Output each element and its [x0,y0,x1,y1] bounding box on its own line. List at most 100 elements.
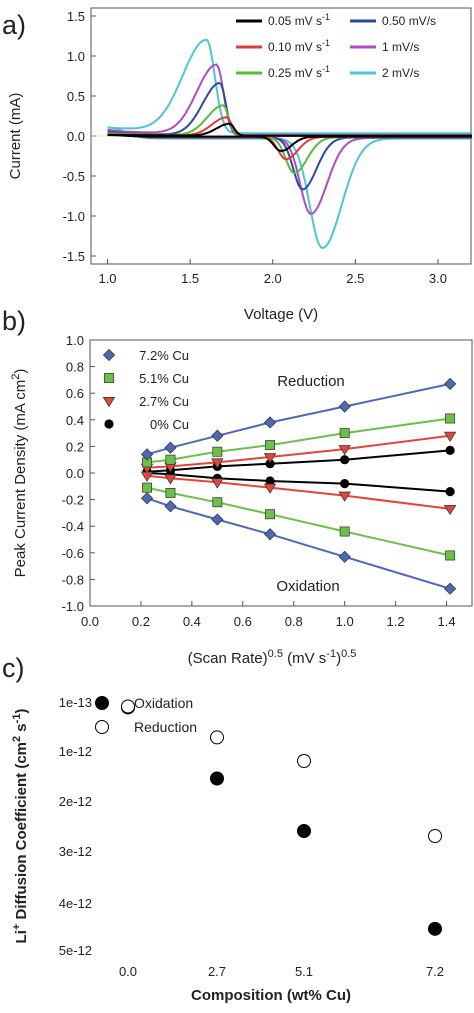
peak-data-point [212,497,223,508]
panel-label-c: c) [2,653,25,683]
diffusion-y-axis-label: Li+ Diffusion Coefficient (cm2 s-1) [11,709,30,944]
oxidation-point [210,771,224,786]
peak-y-tick-label: -0.4 [62,519,84,534]
peak-axes: 0.0 0.2 0.4 0.6 0.8 1.0 1.2 1.4 1.0 0.8 0.6 0.4 0.2 0… [62,333,456,629]
peak-x-label-sup2: -1 [326,648,336,660]
peak-x-tick-label: 0.4 [183,614,201,629]
peak-data-point [265,440,275,451]
peak-data-point [140,448,154,461]
cv-y-tick-label: 0.5 [67,89,85,104]
peak-data-point [443,504,457,516]
cv-y-tick-label: 1.5 [67,9,85,24]
peak-data-point [211,429,224,442]
peak-y-axis-label: Peak Current Density (mA cm2) [10,369,29,578]
cv-y-tick-label: -1.0 [63,209,85,224]
peak-y-tick-label: 0.0 [66,466,84,481]
diffusion-x-tick-label: 2.7 [208,964,226,979]
peak-data-point [265,476,275,486]
peak-data-point [164,441,177,454]
peak-data-point [140,492,154,505]
cv-legend-label-base: 0.25 mV s [268,66,322,80]
cv-legend-label: 0.25 mV s-1 [268,64,330,80]
peak-x-label-sup: 0.5 [268,648,283,660]
peak-x-axis-label: (Scan Rate)0.5 (mV s-1)0.5 [188,648,357,667]
reduction-point [121,699,135,714]
peak-x-label-base: (Scan Rate) [188,650,268,667]
cv-curves [107,38,472,250]
cv-x-tick-label: 3.0 [429,271,447,286]
cv-y-tick-label: -1.5 [63,249,85,264]
panel-label-a: a) [2,10,26,40]
peak-data-point [211,458,224,469]
reduction-point [297,754,311,768]
peak-x-tick-label: 0.8 [285,614,303,629]
peak-data-point [140,471,154,482]
peak-legend: 7.2% Cu 5.1% Cu 2.7% Cu 0% Cu [102,348,189,432]
peak-x-label-sup3: 0.5 [341,648,356,660]
reduction-point [210,730,224,745]
diffusion-y-label-sup2: 2 [11,736,23,742]
peak-data-point [165,454,176,465]
oxidation-point [297,824,311,838]
peak-y-tick-label: 1.0 [66,333,84,348]
peak-fit-line [146,474,451,510]
diffusion-axes: 5e-12 4e-12 3e-12 2e-12 1e-12 1e-13 0.0 2.7 5.1 7… [59,695,444,979]
peak-data-point [265,509,275,520]
peak-legend-label: 5.1% Cu [139,371,189,386]
peak-x-tick-label: 1.2 [387,614,405,629]
peak-x-tick-label: 1.4 [437,614,455,629]
panel-label-b: b) [2,306,26,336]
diffusion-y-label-mid: Diffusion Coefficient (cm [13,742,30,924]
cv-x-tick-label: 2.0 [264,271,282,286]
cv-x-axis-label: Voltage (V) [244,306,318,323]
peak-y-tick-label: 0.4 [66,413,84,428]
peak-legend-label: 7.2% Cu [139,348,189,363]
peak-legend-marker [104,419,114,429]
peak-legend-label: 0% Cu [150,417,189,432]
diffusion-x-axis-label: Composition (wt% Cu) [191,987,351,1004]
peak-data-point [445,413,456,424]
peak-legend-label: 2.7% Cu [139,394,189,409]
peak-data-point [339,526,350,537]
peak-fit-line [146,497,451,590]
peak-y-tick-label: 0.8 [66,360,84,375]
diffusion-y-label-sup: + [11,924,23,930]
diffusion-legend-marker [95,720,109,734]
diffusion-y-tick-label: 3e-12 [59,844,92,859]
peak-data-point [445,445,455,455]
peak-data-point [164,500,177,513]
peak-fit-line [146,417,451,464]
cv-axes: 1.0 1.5 2.0 2.5 3.0 1.5 1.0 0.5 0.0 -0.5 -1.0 -1.5 [63,9,471,286]
cv-x-tick-label: 2.5 [346,271,364,286]
peak-data-point [338,550,351,563]
diffusion-y-label-end: ) [13,709,30,714]
diffusion-y-tick-label: 1e-12 [59,744,92,759]
peak-data-point [339,428,350,439]
peak-y-tick-label: -0.2 [62,493,84,508]
peak-data-point [164,474,177,485]
diffusion-y-label-base: Li [13,930,30,943]
peak-data-point [338,491,351,502]
peak-x-tick-label: 0.2 [132,614,150,629]
peak-data-point [445,487,455,497]
diffusion-points [121,699,442,936]
reduction-point [428,829,442,843]
diffusion-x-tick-label: 7.2 [426,964,444,979]
annotation-oxidation: Oxidation [276,578,339,595]
peak-fit-line [146,382,451,456]
peak-x-tick-label: 0.0 [81,614,99,629]
peak-data-point [165,488,176,498]
peak-fit-line [146,486,451,557]
cv-panel: a) 1.0 1.5 2.0 2.5 3.0 1.5 1.0 0.5 0.0 -0.5 -1.0 -1… [2,7,472,323]
peak-data-point [340,479,350,489]
cv-curve [107,122,472,152]
peak-data-point [263,483,277,494]
oxidation-point [428,921,442,936]
peak-legend-marker [102,348,116,362]
peak-fit-line [146,472,451,493]
peak-x-tick-label: 0.6 [234,614,252,629]
diffusion-x-tick-label: 5.1 [295,964,313,979]
peak-y-tick-label: 0.2 [66,439,84,454]
diffusion-legend-label: Reduction [134,719,197,735]
